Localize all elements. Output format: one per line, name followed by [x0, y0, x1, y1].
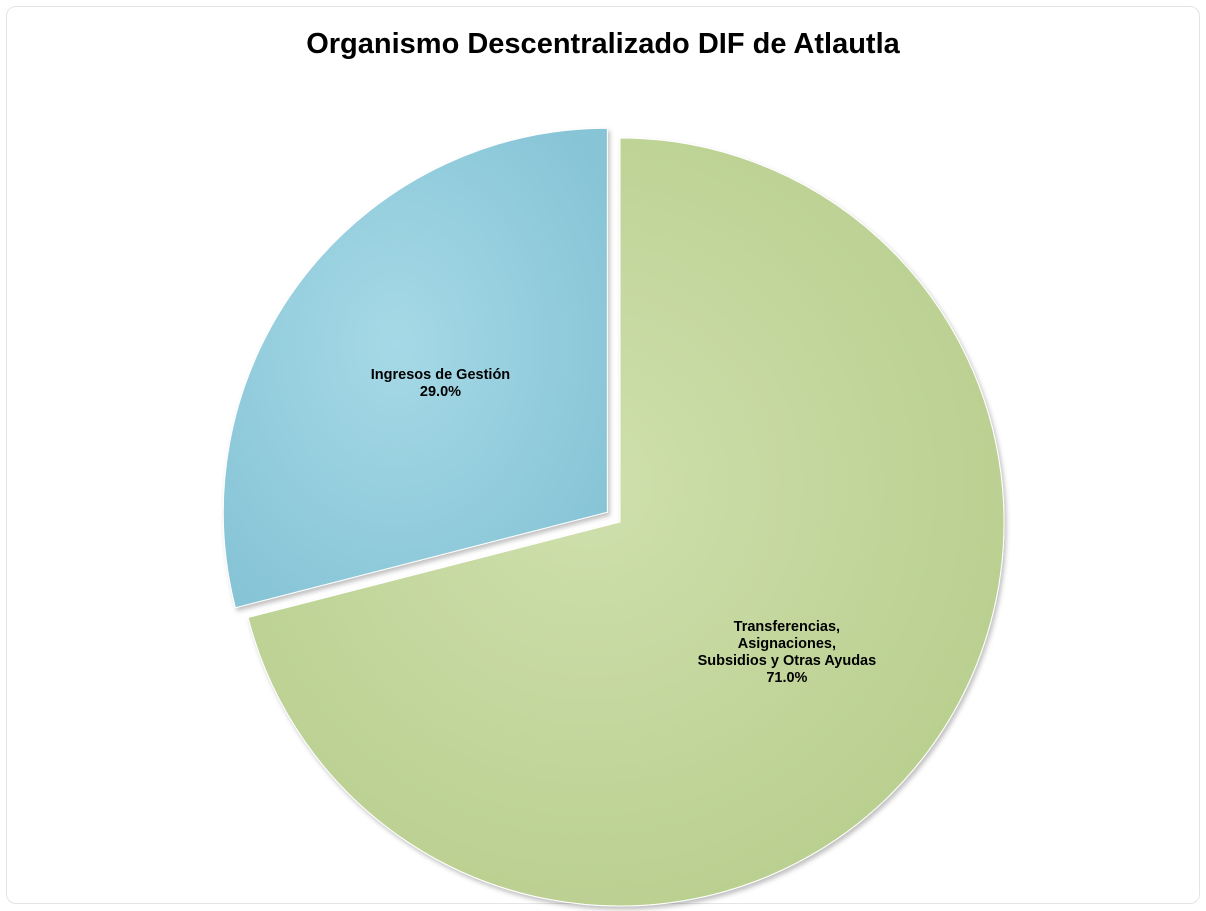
pie-labels: Ingresos de Gestión 29.0% Transferencias, A…	[371, 367, 876, 686]
slice-label-2: Transferencias, Asignaciones, Subsidios y …	[698, 619, 877, 686]
pie-slice-2	[247, 137, 1005, 907]
slice-label-1: Ingresos de Gestión 29.0%	[371, 367, 510, 400]
slice-category-label: Asignaciones,	[738, 636, 836, 652]
slice-value-label: 71.0%	[766, 670, 807, 686]
slice-category-label: Ingresos de Gestión	[371, 367, 510, 383]
slice-category-label: Subsidios y Otras Ayudas	[698, 653, 877, 669]
pie-slice-1	[222, 127, 608, 609]
slice-value-label: 29.0%	[420, 384, 461, 400]
slice-category-label: Transferencias,	[734, 619, 840, 635]
chart-title: Organismo Descentralizado DIF de Atlautl…	[306, 28, 900, 60]
pie-slices	[222, 127, 1005, 907]
